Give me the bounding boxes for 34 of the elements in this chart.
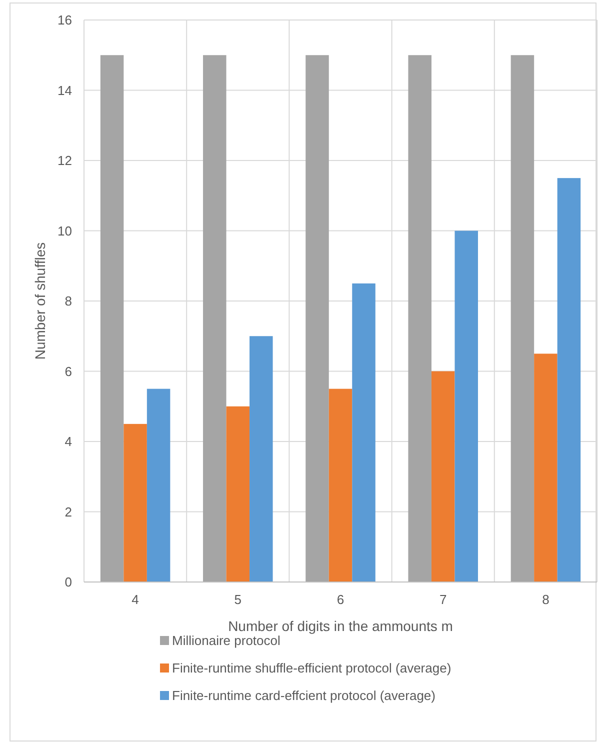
y-tick-label: 6 <box>64 364 72 379</box>
y-tick-label: 12 <box>58 153 72 168</box>
bar <box>203 55 226 582</box>
x-tick-label: 7 <box>439 592 447 607</box>
bar <box>510 55 534 582</box>
bar <box>352 283 376 582</box>
x-tick-label: 4 <box>132 592 139 607</box>
y-tick-label: 8 <box>64 294 72 309</box>
bar <box>146 388 170 582</box>
bar <box>431 371 455 582</box>
legend-label: Finite-runtime shuffle-efficient protocol (average) <box>172 660 452 676</box>
y-tick-label: 10 <box>58 223 72 238</box>
bar <box>226 406 250 582</box>
y-axis-title: Number of shuffles <box>32 242 48 360</box>
y-tick-label: 4 <box>64 434 72 450</box>
bar <box>557 178 581 582</box>
y-tick-label: 14 <box>58 82 72 98</box>
legend-label: Millionaire protocol <box>172 633 280 648</box>
y-tick-label: 0 <box>64 574 72 590</box>
bar <box>124 424 147 582</box>
bar <box>250 336 273 582</box>
y-tick-label: 2 <box>64 504 72 520</box>
bar <box>454 230 478 582</box>
bar <box>534 354 558 582</box>
bar <box>328 388 352 582</box>
bar <box>408 55 432 582</box>
y-tick-label: 16 <box>58 12 72 28</box>
legend-label: Finite-runtime card-effcient protocol (average) <box>172 688 436 703</box>
bar <box>100 55 124 582</box>
x-axis-title: Number of digits in the ammounts m <box>228 618 453 634</box>
bar <box>306 55 329 582</box>
x-tick-label: 6 <box>336 592 344 607</box>
x-tick-label: 5 <box>234 592 242 607</box>
x-tick-label: 8 <box>542 592 550 607</box>
